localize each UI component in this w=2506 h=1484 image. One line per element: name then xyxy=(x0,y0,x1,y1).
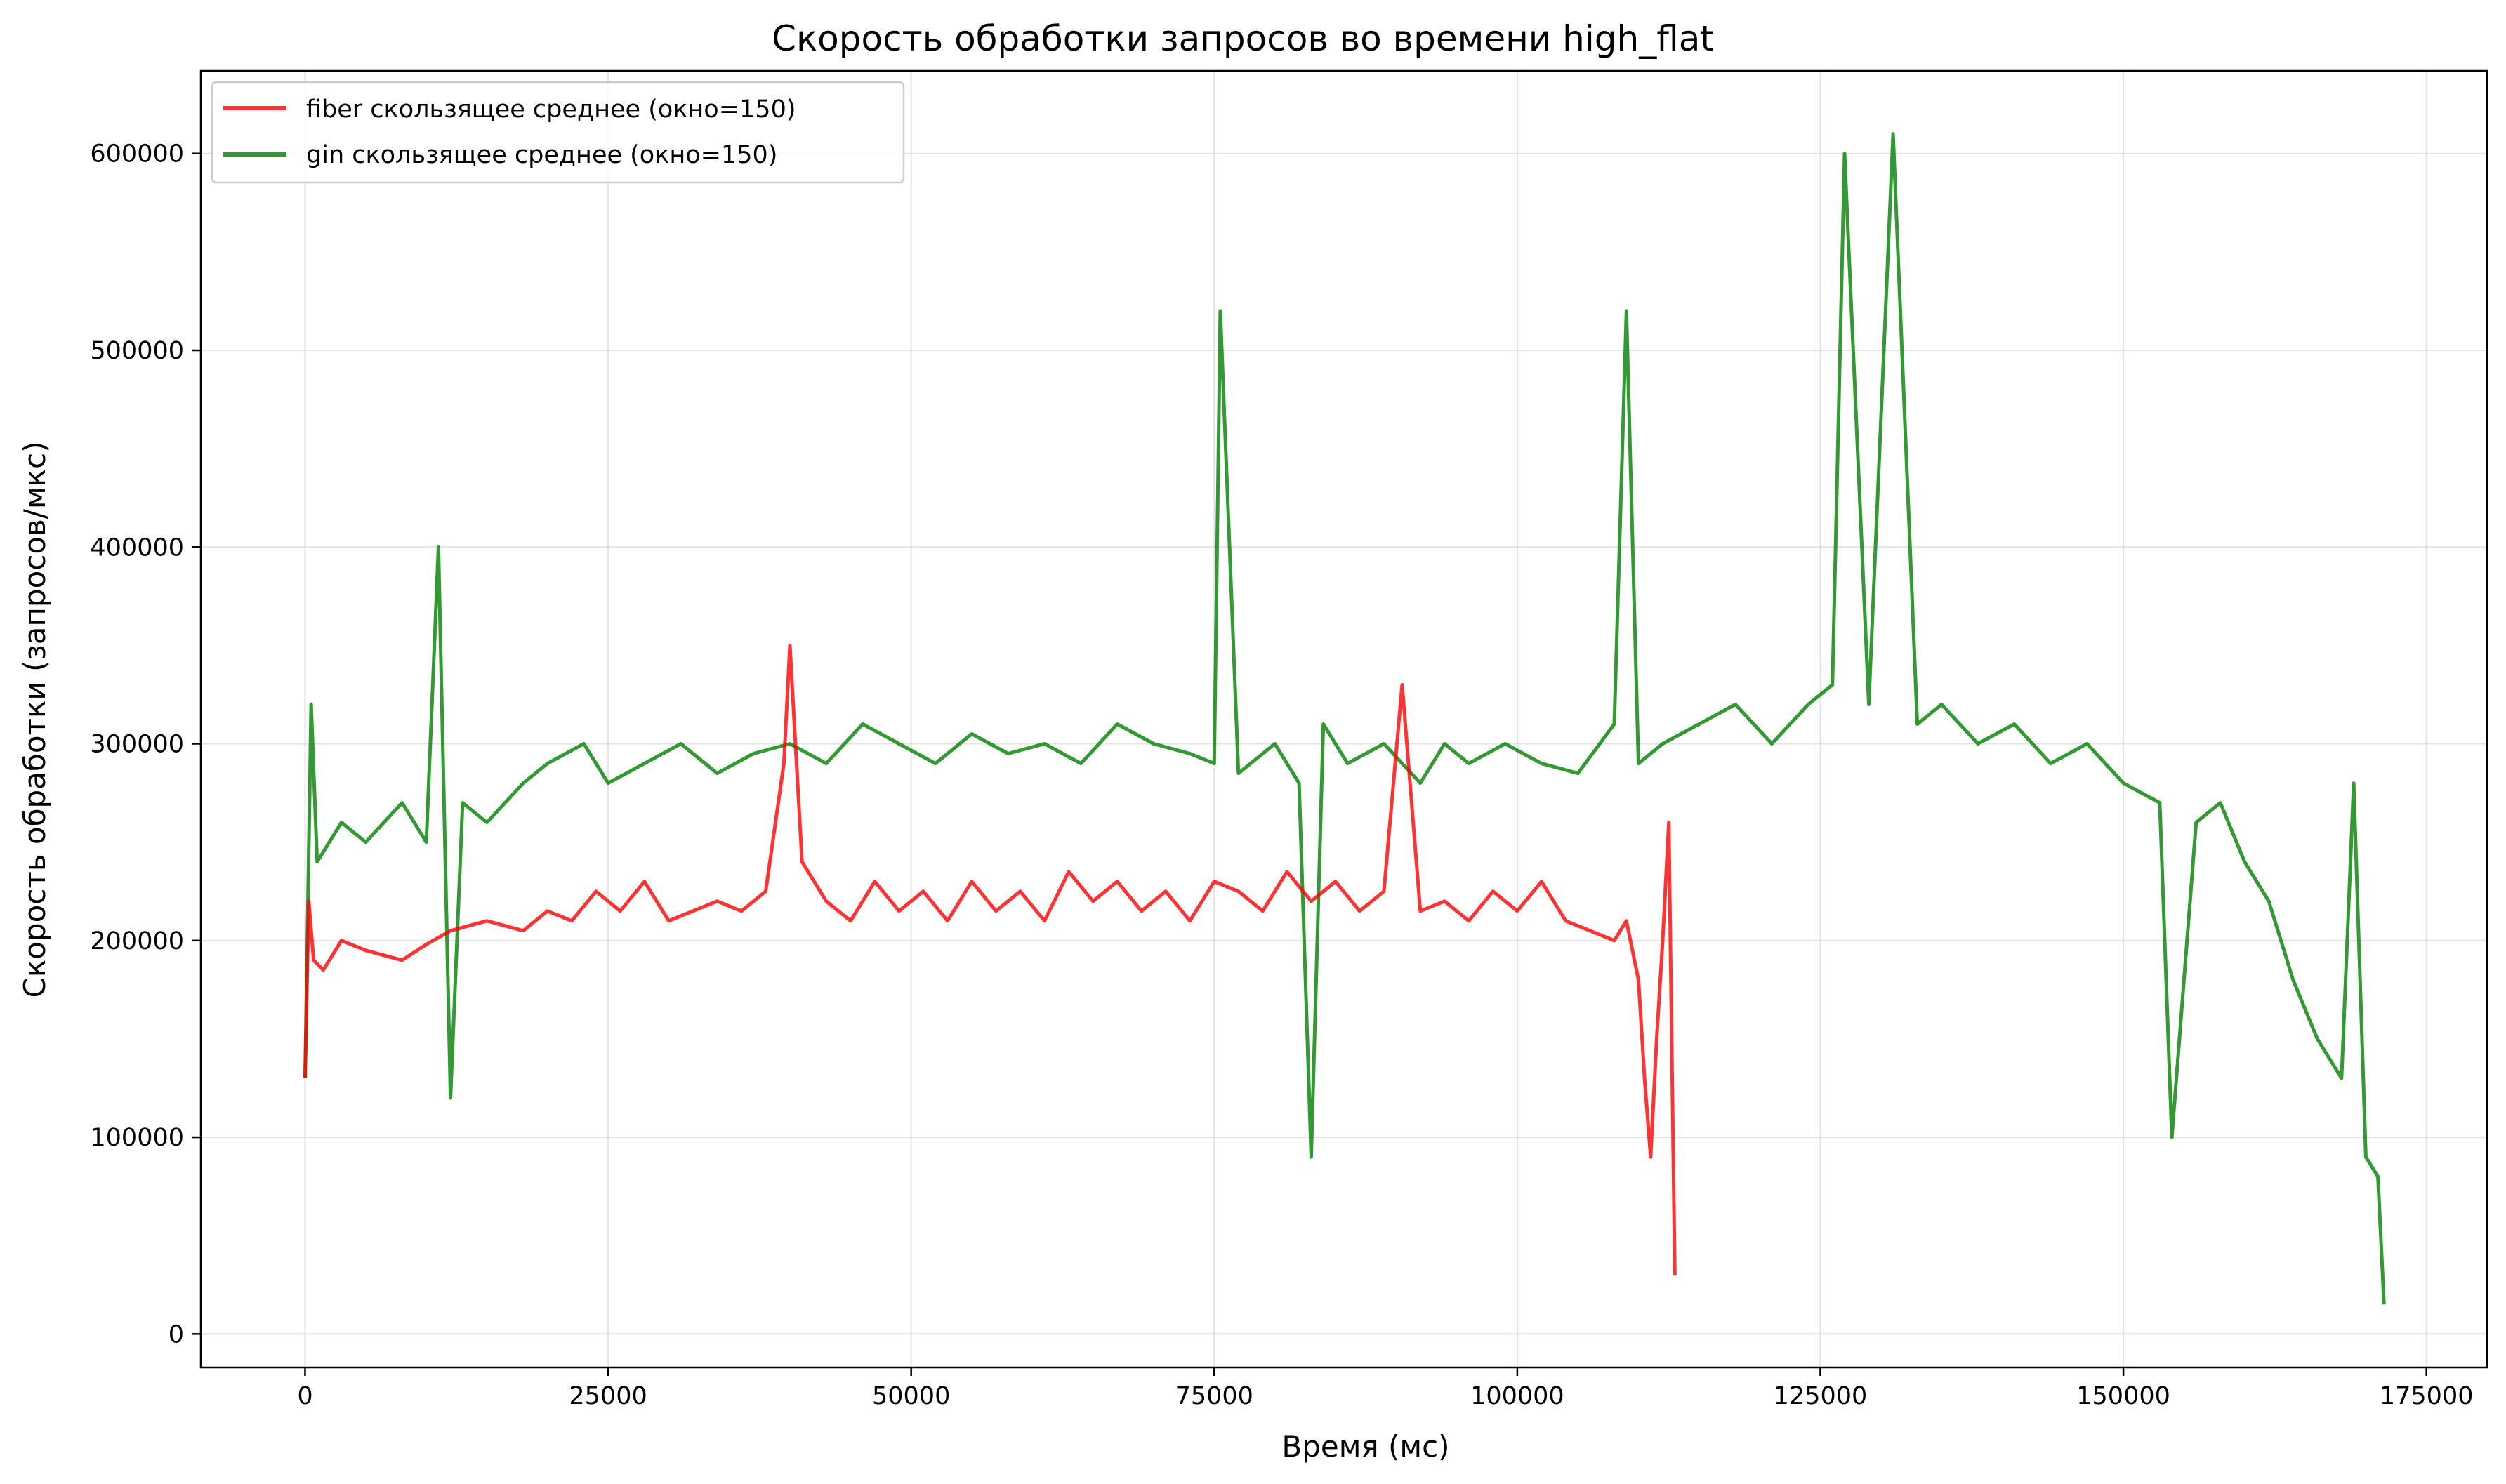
x-tick-label: 175000 xyxy=(2380,1382,2474,1410)
y-axis-label: Скорость обработки (запросов/мкс) xyxy=(18,442,52,998)
legend-box xyxy=(211,81,905,184)
chart-title: Скорость обработки запросов во времени h… xyxy=(772,18,1714,59)
x-tick-label: 75000 xyxy=(1175,1382,1253,1410)
series-layer xyxy=(303,132,2386,1305)
legend-label-gin: gin скользящее среднее (окно=150) xyxy=(306,141,777,169)
legend: fiber скользящее среднее (окно=150) gin … xyxy=(211,81,905,184)
x-tick-label: 0 xyxy=(297,1382,312,1410)
y-axis: 0 100000 200000 300000 400000 500000 600000 xyxy=(90,140,201,1349)
fiber-series-line xyxy=(303,643,1677,1276)
y-tick-label: 400000 xyxy=(90,534,184,562)
x-axis: 0 25000 50000 75000 100000 125000 150000 175000 xyxy=(297,1367,2473,1410)
x-tick-label: 50000 xyxy=(872,1382,950,1410)
x-tick-label: 125000 xyxy=(1774,1382,1868,1410)
y-tick-label: 200000 xyxy=(90,927,184,955)
y-tick-label: 300000 xyxy=(90,731,184,759)
x-tick-label: 100000 xyxy=(1470,1382,1564,1410)
y-tick-label: 0 xyxy=(169,1320,184,1349)
y-tick-label: 600000 xyxy=(90,140,184,168)
y-tick-label: 100000 xyxy=(90,1124,184,1152)
gin-series-line xyxy=(303,132,2386,1305)
x-tick-label: 150000 xyxy=(2076,1382,2170,1410)
x-tick-label: 25000 xyxy=(569,1382,647,1410)
x-axis-label: Время (мс) xyxy=(1281,1429,1449,1464)
legend-label-fiber: fiber скользящее среднее (окно=150) xyxy=(306,95,796,124)
plot-frame xyxy=(199,69,2488,1369)
y-tick-label: 500000 xyxy=(90,337,184,365)
